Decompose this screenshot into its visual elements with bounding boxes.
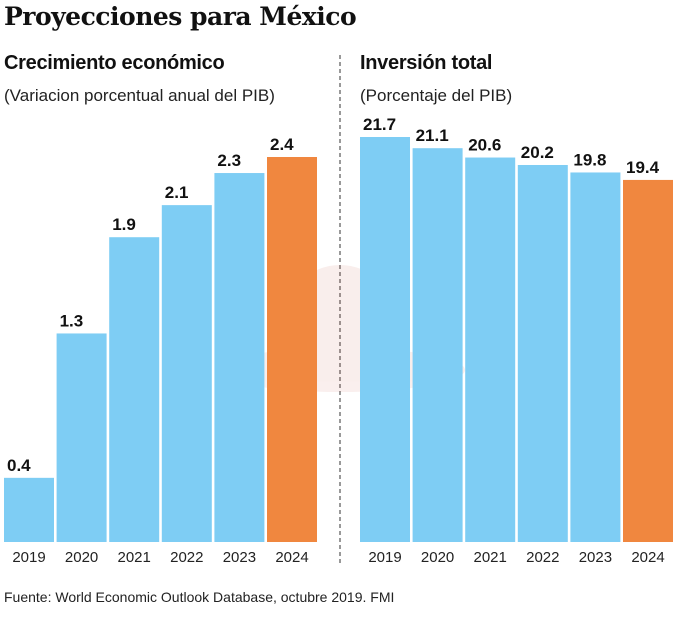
data-label: 19.8 — [573, 150, 606, 169]
bar-1-2021 — [109, 237, 160, 543]
data-label: 0.4 — [7, 456, 31, 475]
bar-2-2020 — [412, 148, 463, 542]
data-label: 19.4 — [626, 158, 660, 177]
x-tick-label: 2023 — [579, 549, 612, 566]
bar-2-2024 — [623, 179, 673, 542]
data-label: 21.7 — [363, 115, 396, 134]
x-tick-label: 2020 — [65, 549, 98, 566]
data-label: 2.1 — [165, 183, 189, 202]
page-title: Proyecciones para México — [4, 2, 357, 31]
data-label: 2.4 — [270, 135, 294, 154]
data-label: 20.2 — [521, 143, 554, 162]
bar-2-2021 — [465, 157, 516, 542]
data-label: 2.3 — [217, 151, 241, 170]
x-tick-label: 2021 — [474, 549, 507, 566]
x-tick-label: 2024 — [631, 549, 664, 566]
x-tick-label: 2024 — [275, 549, 308, 566]
chart-2-subtitle: (Porcentaje del PIB) — [360, 86, 513, 105]
data-label: 21.1 — [416, 126, 449, 145]
x-tick-label: 2022 — [526, 549, 559, 566]
bar-1-2022 — [161, 205, 212, 542]
data-label: 1.3 — [60, 311, 84, 330]
chart-1-subtitle: (Variacion porcentual anual del PIB) — [4, 86, 275, 105]
data-label: 20.6 — [468, 136, 501, 155]
bar-1-2023 — [214, 173, 265, 542]
bar-2-2019 — [360, 137, 410, 542]
bar-2-2023 — [570, 172, 621, 543]
x-tick-label: 2019 — [12, 549, 45, 566]
bar-1-2020 — [56, 333, 107, 542]
data-label: 1.9 — [112, 215, 136, 234]
bar-2-2022 — [517, 164, 568, 542]
chart-2-title: Inversión total — [360, 52, 493, 74]
chart-1-title: Crecimiento económico — [4, 52, 225, 74]
x-tick-label: 2021 — [118, 549, 151, 566]
x-tick-label: 2020 — [421, 549, 454, 566]
x-tick-label: 2023 — [223, 549, 256, 566]
bar-1-2019 — [4, 477, 54, 542]
bar-1-2024 — [267, 157, 317, 542]
source-footer: Fuente: World Economic Outlook Database,… — [4, 589, 395, 605]
x-tick-label: 2019 — [368, 549, 401, 566]
x-tick-label: 2022 — [170, 549, 203, 566]
